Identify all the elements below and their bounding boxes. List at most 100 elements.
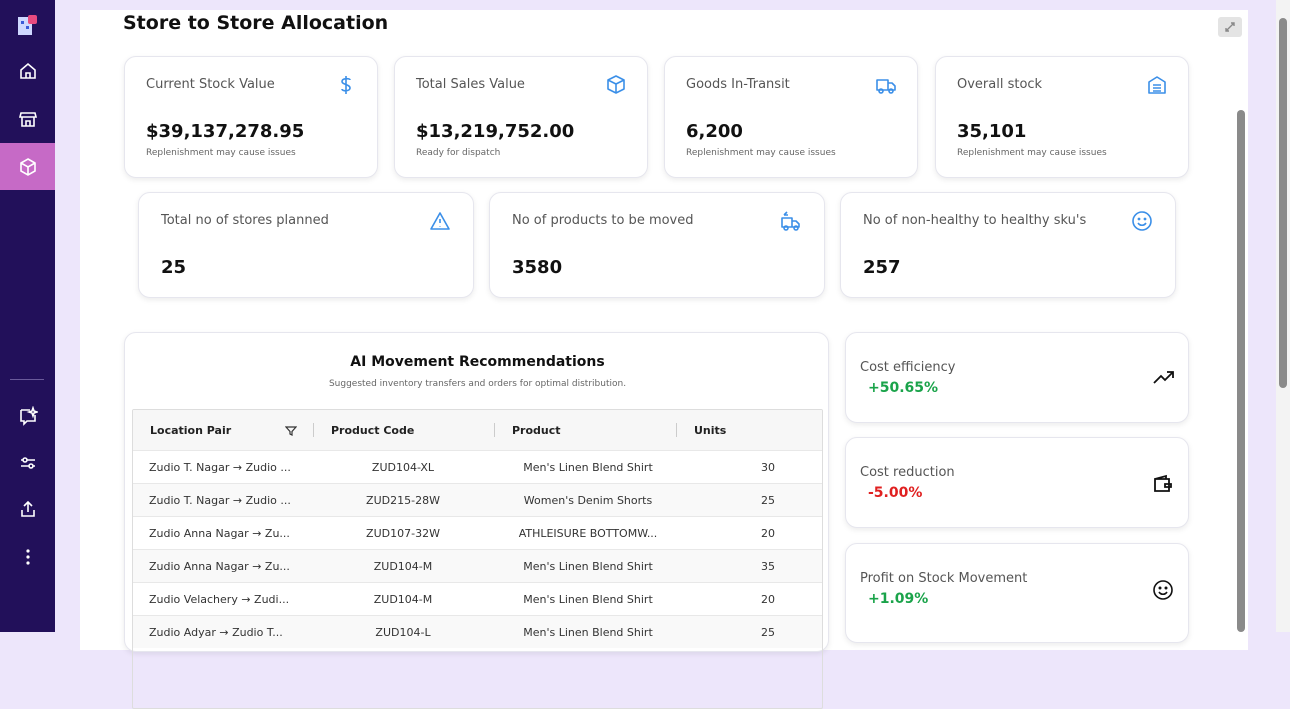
kpi-value: 3580 — [512, 257, 563, 278]
kpi-label: Total Sales Value — [416, 77, 525, 92]
store-button[interactable] — [0, 96, 55, 142]
scroll-thumb[interactable] — [1279, 18, 1287, 388]
kpi-card: No of non-healthy to healthy sku's 257 — [840, 192, 1176, 298]
kpi-icon — [780, 210, 802, 236]
table-cell: Zudio Anna Nagar → Zu... — [149, 527, 290, 540]
metric-label: Cost efficiency — [860, 360, 956, 375]
kpi-card: Current Stock Value $39,137,278.95 Repleni… — [124, 56, 378, 178]
kpi-note: Ready for dispatch — [416, 148, 501, 158]
kpi-icon — [875, 74, 897, 100]
column-header: Location Pair — [150, 424, 232, 437]
recommendations-panel: AI Movement Recommendations Suggested inv… — [124, 332, 829, 709]
more-button[interactable] — [0, 534, 55, 580]
table-row: Zudio T. Nagar → Zudio ... ZUD215-28W Wome… — [133, 483, 822, 516]
kpi-note: Replenishment may cause issues — [146, 148, 296, 158]
sidebar — [0, 0, 55, 632]
table-cell: 20 — [761, 593, 775, 606]
metric-icon — [1152, 473, 1174, 499]
kpi-label: No of products to be moved — [512, 213, 694, 228]
expand-button[interactable] — [1218, 17, 1242, 37]
metric-value: +1.09% — [868, 591, 929, 607]
table-row: Zudio Anna Nagar → Zu... ZUD104-M Men's Li… — [133, 549, 822, 582]
column-separator — [676, 423, 677, 437]
table-subtitle: Suggested inventory transfers and orders… — [328, 379, 627, 389]
column-header: Product Code — [331, 424, 415, 437]
table: Location Pair Product Code Product Units Zud… — [132, 409, 823, 709]
table-cell: Zudio Adyar → Zudio T... — [149, 626, 283, 639]
kpi-card: Total Sales Value $13,219,752.00 Ready for… — [394, 56, 648, 178]
logo[interactable] — [0, 2, 55, 48]
kpi-note: Replenishment may cause issues — [686, 148, 836, 158]
table-cell: 20 — [761, 527, 775, 540]
table-cell: ATHLEISURE BOTTOMW... — [518, 527, 658, 540]
metric-value: +50.65% — [868, 380, 939, 396]
divider — [10, 379, 44, 380]
kpi-label: Goods In-Transit — [686, 77, 790, 92]
kpi-label: No of non-healthy to healthy sku's — [863, 213, 1087, 228]
metric-card: Cost reduction -5.00% — [845, 437, 1189, 528]
table-cell: 25 — [761, 626, 775, 639]
kpi-value: $13,219,752.00 — [416, 121, 575, 142]
ai-button[interactable] — [0, 393, 55, 439]
kpi-icon — [429, 210, 451, 236]
metric-icon — [1152, 368, 1176, 392]
kpi-value: $39,137,278.95 — [146, 121, 305, 142]
column-header: Units — [694, 424, 727, 437]
kpi-card: No of products to be moved 3580 — [489, 192, 825, 298]
table-cell: 30 — [761, 461, 775, 474]
table-cell: ZUD104-L — [375, 626, 431, 639]
kpi-icon — [605, 74, 627, 100]
kpi-card: Overall stock 35,101 Replenishment may cau… — [935, 56, 1189, 178]
metric-icon — [1152, 579, 1174, 605]
kpi-icon — [335, 74, 357, 100]
scrollbar[interactable] — [1276, 0, 1290, 632]
table-header: Location Pair Product Code Product Units — [133, 410, 822, 450]
kpi-value: 35,101 — [957, 121, 1027, 142]
metric-value: -5.00% — [868, 485, 923, 501]
table-cell: Zudio Anna Nagar → Zu... — [149, 560, 290, 573]
table-cell: Zudio T. Nagar → Zudio ... — [149, 461, 291, 474]
table-cell: Men's Linen Blend Shirt — [523, 461, 653, 474]
allocation-button[interactable] — [0, 143, 55, 190]
export-button[interactable] — [0, 486, 55, 532]
table-cell: ZUD104-XL — [371, 461, 435, 474]
home-button[interactable] — [0, 48, 55, 94]
metric-label: Cost reduction — [860, 465, 955, 480]
kpi-card: Total no of stores planned 25 — [138, 192, 474, 298]
kpi-value: 257 — [863, 257, 901, 278]
table-cell: Zudio T. Nagar → Zudio ... — [149, 494, 291, 507]
table-cell: Women's Denim Shorts — [523, 494, 653, 507]
table-cell: ZUD107-32W — [366, 527, 440, 540]
table-row: Zudio Anna Nagar → Zu... ZUD107-32W ATHLEI… — [133, 516, 822, 549]
kpi-card: Goods In-Transit 6,200 Replenishment may c… — [664, 56, 918, 178]
kpi-value: 6,200 — [686, 121, 743, 142]
kpi-value: 25 — [161, 257, 187, 278]
table-title: AI Movement Recommendations — [350, 354, 605, 370]
metric-card: Profit on Stock Movement +1.09% — [845, 543, 1189, 643]
table-cell: Men's Linen Blend Shirt — [523, 626, 653, 639]
metric-card: Cost efficiency +50.65% — [845, 332, 1189, 423]
kpi-label: Total no of stores planned — [161, 213, 329, 228]
column-separator — [494, 423, 495, 437]
table-cell: Men's Linen Blend Shirt — [523, 560, 653, 573]
page-title: Store to Store Allocation — [123, 12, 389, 34]
table-cell: 35 — [761, 560, 775, 573]
table-cell: 25 — [761, 494, 775, 507]
settings-button[interactable] — [0, 440, 55, 486]
table-row: Zudio T. Nagar → Zudio ... ZUD104-XL Men's… — [133, 450, 822, 483]
table-cell: Men's Linen Blend Shirt — [523, 593, 653, 606]
metric-label: Profit on Stock Movement — [860, 571, 1028, 586]
column-separator — [313, 423, 314, 437]
table-cell: ZUD215-28W — [366, 494, 440, 507]
inner-scroll-thumb[interactable] — [1237, 110, 1245, 632]
table-cell: Zudio Velachery → Zudi... — [149, 593, 290, 606]
kpi-label: Overall stock — [957, 77, 1043, 92]
filter-icon[interactable] — [284, 422, 298, 441]
kpi-note: Replenishment may cause issues — [957, 148, 1107, 158]
table-cell: ZUD104-M — [373, 593, 433, 606]
table-cell: ZUD104-M — [373, 560, 433, 573]
table-row: Zudio Velachery → Zudi... ZUD104-M Men's L… — [133, 582, 822, 615]
kpi-icon — [1146, 74, 1168, 100]
kpi-label: Current Stock Value — [146, 77, 275, 92]
